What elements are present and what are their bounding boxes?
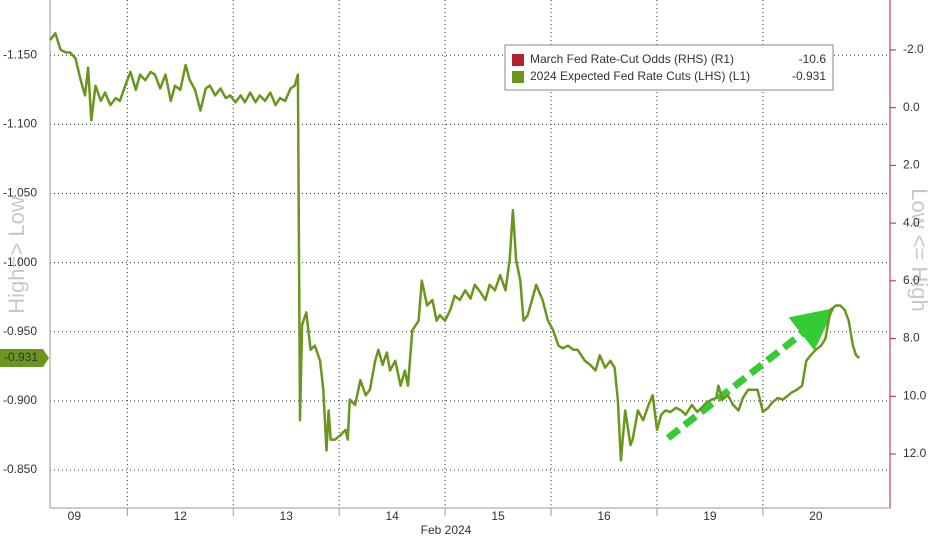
last-value-label: -0.931 [4, 350, 38, 364]
x-tick-label: 13 [280, 509, 294, 523]
y2-tick-label: 4.0 [903, 215, 920, 229]
legend-label: March Fed Rate-Cut Odds (RHS) (R1) [530, 52, 734, 66]
legend-box [504, 44, 834, 91]
legend-swatch [512, 71, 524, 83]
y2-tick-label: 2.0 [903, 158, 920, 172]
y2-tick-label: -2.0 [903, 42, 924, 56]
y2-tick-label: 12.0 [903, 446, 927, 460]
x-axis-label: Feb 2024 [421, 523, 472, 537]
y2-tick-label: 8.0 [903, 331, 920, 345]
y-axis-label: High=> Low [4, 196, 29, 314]
last-value-badge [0, 349, 49, 368]
y2-tick-label: 6.0 [903, 273, 920, 287]
x-tick-label: 16 [597, 509, 611, 523]
y-tick-label: -1.050 [3, 186, 37, 200]
x-tick-label: 20 [809, 509, 823, 523]
series-line [49, 31, 861, 462]
y-tick-label: -0.950 [3, 324, 37, 338]
legend-value: -0.931 [792, 69, 826, 83]
y-tick-label: -1.100 [3, 117, 37, 131]
y-tick-label: -0.850 [3, 462, 37, 476]
x-tick-label: 19 [703, 509, 717, 523]
y2-axis-label: Low <= High [907, 188, 932, 312]
x-tick-label: 15 [491, 509, 505, 523]
y2-tick-label: 0.0 [903, 100, 920, 114]
legend-value: -10.6 [799, 52, 827, 66]
y2-tick-label: 10.0 [903, 388, 927, 402]
legend: March Fed Rate-Cut Odds (RHS) (R1) -10.6 2… [504, 44, 834, 91]
x-tick-label: 09 [68, 509, 82, 523]
trend-arrow [665, 308, 835, 441]
legend-label: 2024 Expected Fed Rate Cuts (LHS) (L1) [530, 69, 750, 83]
y-tick-label: -0.900 [3, 393, 37, 407]
y-tick-label: -1.000 [3, 255, 37, 269]
y-tick-label: -1.150 [3, 47, 37, 61]
x-tick-label: 12 [174, 509, 188, 523]
x-tick-label: 14 [385, 509, 399, 523]
legend-swatch [512, 54, 524, 66]
